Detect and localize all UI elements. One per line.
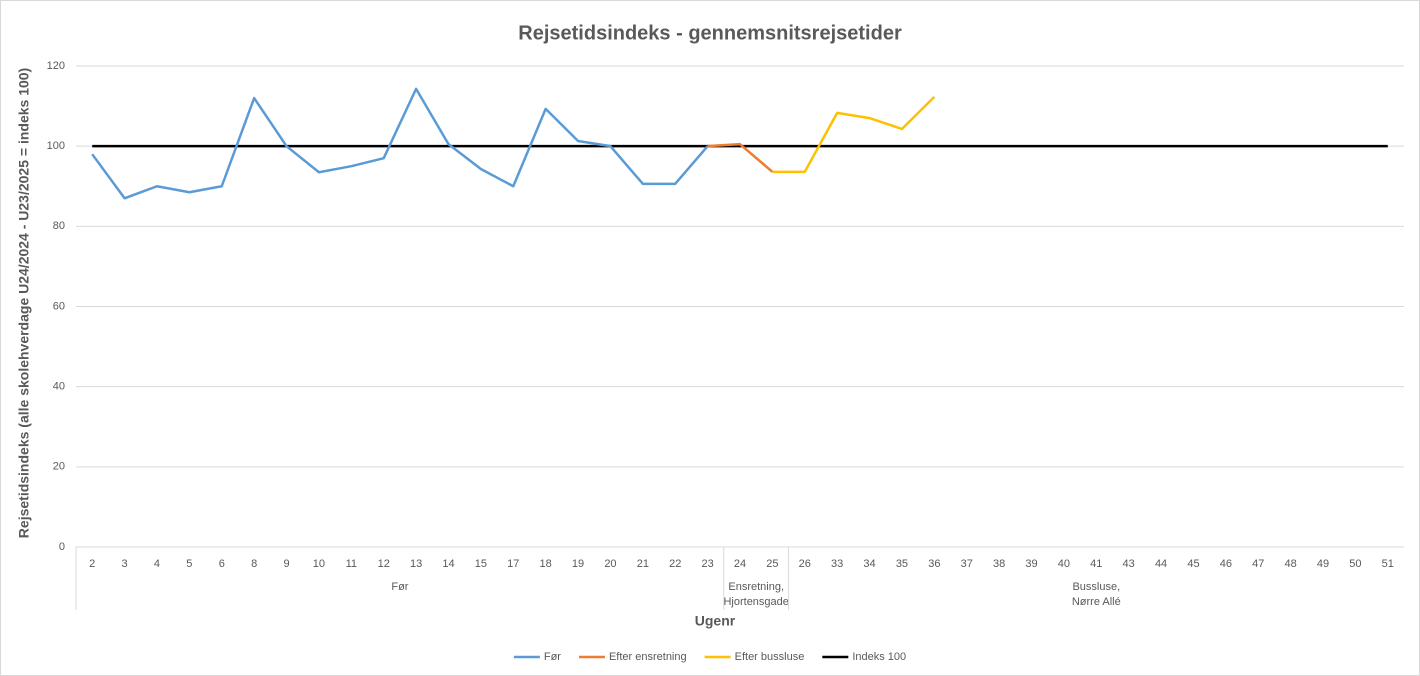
y-tick-label: 60 <box>53 300 65 312</box>
x-tick-label: 11 <box>346 558 357 570</box>
y-axis-title: Rejsetidsindeks (alle skolehverdage U24/… <box>16 68 32 538</box>
legend-label: Indeks 100 <box>852 651 906 663</box>
x-tick-label: 8 <box>251 558 257 570</box>
x-tick-label: 45 <box>1187 558 1199 570</box>
x-tick-label: 14 <box>442 558 454 570</box>
group-label: Før <box>391 581 408 593</box>
y-tick-label: 100 <box>47 140 65 152</box>
x-tick-label: 17 <box>507 558 519 570</box>
x-tick-label: 5 <box>186 558 192 570</box>
x-tick-label: 13 <box>410 558 422 570</box>
x-tick-label: 6 <box>219 558 225 570</box>
series-line <box>772 95 936 174</box>
x-tick-label: 34 <box>863 558 875 570</box>
group-label: Ensretning, <box>728 581 784 593</box>
x-tick-label: 51 <box>1382 558 1394 570</box>
legend-label: Efter bussluse <box>735 651 805 663</box>
x-axis-title: Ugenr <box>695 613 736 629</box>
y-tick-label: 120 <box>47 60 65 72</box>
x-tick-label: 47 <box>1252 558 1264 570</box>
x-tick-label: 3 <box>122 558 128 570</box>
x-tick-label: 19 <box>572 558 584 570</box>
x-tick-label: 38 <box>993 558 1005 570</box>
x-tick-label: 43 <box>1123 558 1135 570</box>
x-tick-label: 37 <box>961 558 973 570</box>
series-line <box>707 142 774 173</box>
group-label: Nørre Allé <box>1072 596 1121 608</box>
x-tick-label: 24 <box>734 558 746 570</box>
x-tick-label: 25 <box>766 558 778 570</box>
x-tick-label: 23 <box>701 558 713 570</box>
y-tick-label: 40 <box>53 381 65 393</box>
x-tick-label: 35 <box>896 558 908 570</box>
group-label: Bussluse, <box>1072 581 1120 593</box>
x-tick-label: 36 <box>928 558 940 570</box>
x-tick-label: 21 <box>637 558 649 570</box>
x-tick-label: 20 <box>604 558 616 570</box>
y-tick-label: 0 <box>59 541 65 553</box>
x-tick-label: 44 <box>1155 558 1167 570</box>
x-tick-label: 41 <box>1090 558 1102 570</box>
x-tick-label: 9 <box>283 558 289 570</box>
series-line <box>91 87 709 200</box>
x-tick-label: 15 <box>475 558 487 570</box>
x-tick-label: 26 <box>799 558 811 570</box>
x-tick-label: 2 <box>89 558 95 570</box>
x-tick-label: 50 <box>1349 558 1361 570</box>
x-tick-label: 49 <box>1317 558 1329 570</box>
x-tick-label: 18 <box>540 558 552 570</box>
x-tick-label: 12 <box>378 558 390 570</box>
group-label: Hjortensgade <box>723 596 788 608</box>
x-tick-label: 39 <box>1025 558 1037 570</box>
legend-label: Efter ensretning <box>609 651 687 663</box>
x-tick-label: 48 <box>1285 558 1297 570</box>
x-tick-label: 33 <box>831 558 843 570</box>
chart-title: Rejsetidsindeks - gennemsnitsrejsetider <box>518 22 902 44</box>
x-tick-label: 46 <box>1220 558 1232 570</box>
x-tick-label: 4 <box>154 558 160 570</box>
legend-label: Før <box>544 651 561 663</box>
y-tick-label: 80 <box>53 220 65 232</box>
x-tick-label: 10 <box>313 558 325 570</box>
legend: Før Efter ensretning Efter bussluse Indeks … <box>513 651 906 663</box>
x-tick-label: 40 <box>1058 558 1070 570</box>
y-tick-label: 20 <box>53 461 65 473</box>
x-tick-label: 22 <box>669 558 681 570</box>
